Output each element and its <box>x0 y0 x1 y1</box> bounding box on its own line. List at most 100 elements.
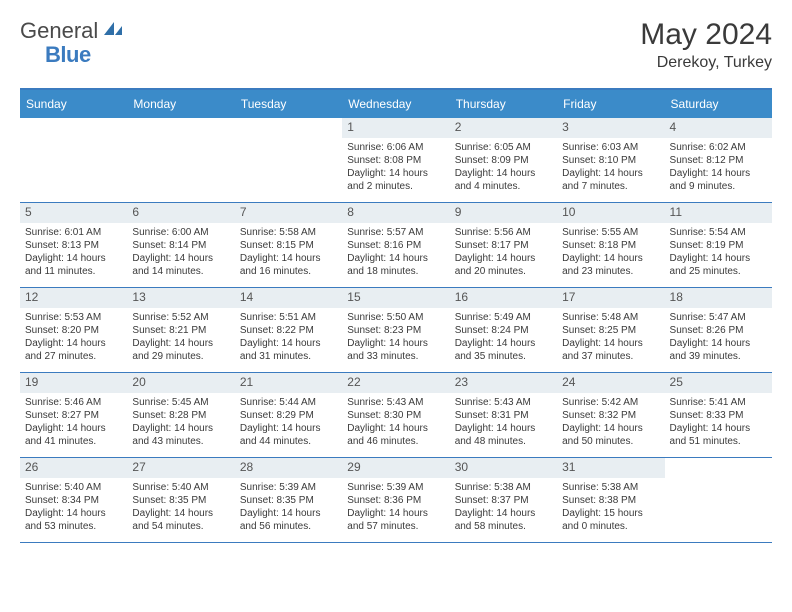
sunset-text: Sunset: 8:17 PM <box>455 239 552 252</box>
daylight-text: Daylight: 14 hours and 41 minutes. <box>25 422 122 448</box>
sunset-text: Sunset: 8:35 PM <box>240 494 337 507</box>
week-row: 12Sunrise: 5:53 AMSunset: 8:20 PMDayligh… <box>20 288 772 373</box>
day-cell: 11Sunrise: 5:54 AMSunset: 8:19 PMDayligh… <box>665 203 772 287</box>
sunset-text: Sunset: 8:21 PM <box>132 324 229 337</box>
day-number: 31 <box>557 458 664 478</box>
sunrise-text: Sunrise: 5:57 AM <box>347 226 444 239</box>
day-cell: 10Sunrise: 5:55 AMSunset: 8:18 PMDayligh… <box>557 203 664 287</box>
sunset-text: Sunset: 8:15 PM <box>240 239 337 252</box>
day-number: 12 <box>20 288 127 308</box>
sunset-text: Sunset: 8:22 PM <box>240 324 337 337</box>
daylight-text: Daylight: 14 hours and 35 minutes. <box>455 337 552 363</box>
day-cell: 17Sunrise: 5:48 AMSunset: 8:25 PMDayligh… <box>557 288 664 372</box>
sunrise-text: Sunrise: 5:38 AM <box>455 481 552 494</box>
day-cell: 19Sunrise: 5:46 AMSunset: 8:27 PMDayligh… <box>20 373 127 457</box>
day-cell: 15Sunrise: 5:50 AMSunset: 8:23 PMDayligh… <box>342 288 449 372</box>
sunrise-text: Sunrise: 5:47 AM <box>670 311 767 324</box>
daylight-text: Daylight: 14 hours and 33 minutes. <box>347 337 444 363</box>
sunrise-text: Sunrise: 5:52 AM <box>132 311 229 324</box>
day-cell: 2Sunrise: 6:05 AMSunset: 8:09 PMDaylight… <box>450 118 557 202</box>
weeks-container: 1Sunrise: 6:06 AMSunset: 8:08 PMDaylight… <box>20 118 772 543</box>
sunrise-text: Sunrise: 5:40 AM <box>25 481 122 494</box>
daylight-text: Daylight: 14 hours and 39 minutes. <box>670 337 767 363</box>
sunrise-text: Sunrise: 5:43 AM <box>347 396 444 409</box>
sunset-text: Sunset: 8:12 PM <box>670 154 767 167</box>
day-number: 8 <box>342 203 449 223</box>
sunrise-text: Sunrise: 6:00 AM <box>132 226 229 239</box>
day-cell: 30Sunrise: 5:38 AMSunset: 8:37 PMDayligh… <box>450 458 557 542</box>
daylight-text: Daylight: 14 hours and 46 minutes. <box>347 422 444 448</box>
day-cell: 9Sunrise: 5:56 AMSunset: 8:17 PMDaylight… <box>450 203 557 287</box>
sunrise-text: Sunrise: 5:42 AM <box>562 396 659 409</box>
day-number: 27 <box>127 458 234 478</box>
day-number: 14 <box>235 288 342 308</box>
sunset-text: Sunset: 8:28 PM <box>132 409 229 422</box>
daylight-text: Daylight: 15 hours and 0 minutes. <box>562 507 659 533</box>
weekday-tue: Tuesday <box>235 90 342 118</box>
daylight-text: Daylight: 14 hours and 50 minutes. <box>562 422 659 448</box>
daylight-text: Daylight: 14 hours and 16 minutes. <box>240 252 337 278</box>
sunrise-text: Sunrise: 5:56 AM <box>455 226 552 239</box>
day-cell: 3 Sunrise: 6:03 AMSunset: 8:10 PMDaylight… <box>557 118 664 202</box>
day-number: 25 <box>665 373 772 393</box>
sunrise-text: Sunrise: 6:05 AM <box>455 141 552 154</box>
sunset-text: Sunset: 8:23 PM <box>347 324 444 337</box>
daylight-text: Daylight: 14 hours and 43 minutes. <box>132 422 229 448</box>
sunrise-text: Sunrise: 5:40 AM <box>132 481 229 494</box>
daylight-text: Daylight: 14 hours and 44 minutes. <box>240 422 337 448</box>
day-cell: 24Sunrise: 5:42 AMSunset: 8:32 PMDayligh… <box>557 373 664 457</box>
week-row: 26Sunrise: 5:40 AMSunset: 8:34 PMDayligh… <box>20 458 772 543</box>
sunrise-text: Sunrise: 5:41 AM <box>670 396 767 409</box>
sunrise-text: Sunrise: 6:01 AM <box>25 226 122 239</box>
sunrise-text: Sunrise: 5:46 AM <box>25 396 122 409</box>
daylight-text: Daylight: 14 hours and 51 minutes. <box>670 422 767 448</box>
day-cell: 27Sunrise: 5:40 AMSunset: 8:35 PMDayligh… <box>127 458 234 542</box>
sunset-text: Sunset: 8:35 PM <box>132 494 229 507</box>
logo-sail-icon <box>102 20 124 43</box>
daylight-text: Daylight: 14 hours and 48 minutes. <box>455 422 552 448</box>
day-cell: 7Sunrise: 5:58 AMSunset: 8:15 PMDaylight… <box>235 203 342 287</box>
daylight-text: Daylight: 14 hours and 57 minutes. <box>347 507 444 533</box>
sunrise-text: Sunrise: 5:48 AM <box>562 311 659 324</box>
daylight-text: Daylight: 14 hours and 9 minutes. <box>670 167 767 193</box>
logo-text-general: General <box>20 18 98 44</box>
day-cell: 13Sunrise: 5:52 AMSunset: 8:21 PMDayligh… <box>127 288 234 372</box>
sunset-text: Sunset: 8:20 PM <box>25 324 122 337</box>
day-number: 3 <box>557 118 664 138</box>
daylight-text: Daylight: 14 hours and 18 minutes. <box>347 252 444 278</box>
day-number: 22 <box>342 373 449 393</box>
sunset-text: Sunset: 8:08 PM <box>347 154 444 167</box>
day-number: 24 <box>557 373 664 393</box>
day-number: 26 <box>20 458 127 478</box>
week-row: 1Sunrise: 6:06 AMSunset: 8:08 PMDaylight… <box>20 118 772 203</box>
sunset-text: Sunset: 8:26 PM <box>670 324 767 337</box>
daylight-text: Daylight: 14 hours and 23 minutes. <box>562 252 659 278</box>
day-number: 2 <box>450 118 557 138</box>
sunrise-text: Sunrise: 5:51 AM <box>240 311 337 324</box>
day-number: 7 <box>235 203 342 223</box>
day-cell: 31Sunrise: 5:38 AMSunset: 8:38 PMDayligh… <box>557 458 664 542</box>
sunset-text: Sunset: 8:10 PM <box>562 154 659 167</box>
day-cell: 6Sunrise: 6:00 AMSunset: 8:14 PMDaylight… <box>127 203 234 287</box>
day-number: 10 <box>557 203 664 223</box>
daylight-text: Daylight: 14 hours and 56 minutes. <box>240 507 337 533</box>
weekday-sat: Saturday <box>665 90 772 118</box>
sunrise-text: Sunrise: 5:44 AM <box>240 396 337 409</box>
day-cell <box>235 118 342 202</box>
day-number: 6 <box>127 203 234 223</box>
day-cell: 25Sunrise: 5:41 AMSunset: 8:33 PMDayligh… <box>665 373 772 457</box>
day-number: 9 <box>450 203 557 223</box>
week-row: 5Sunrise: 6:01 AMSunset: 8:13 PMDaylight… <box>20 203 772 288</box>
day-number: 15 <box>342 288 449 308</box>
daylight-text: Daylight: 14 hours and 2 minutes. <box>347 167 444 193</box>
sunrise-text: Sunrise: 5:49 AM <box>455 311 552 324</box>
day-cell <box>665 458 772 542</box>
sunrise-text: Sunrise: 5:55 AM <box>562 226 659 239</box>
day-number: 5 <box>20 203 127 223</box>
sunset-text: Sunset: 8:34 PM <box>25 494 122 507</box>
daylight-text: Daylight: 14 hours and 7 minutes. <box>562 167 659 193</box>
day-cell: 21Sunrise: 5:44 AMSunset: 8:29 PMDayligh… <box>235 373 342 457</box>
logo: General <box>20 18 126 44</box>
daylight-text: Daylight: 14 hours and 58 minutes. <box>455 507 552 533</box>
sunrise-text: Sunrise: 6:03 AM <box>562 141 659 154</box>
